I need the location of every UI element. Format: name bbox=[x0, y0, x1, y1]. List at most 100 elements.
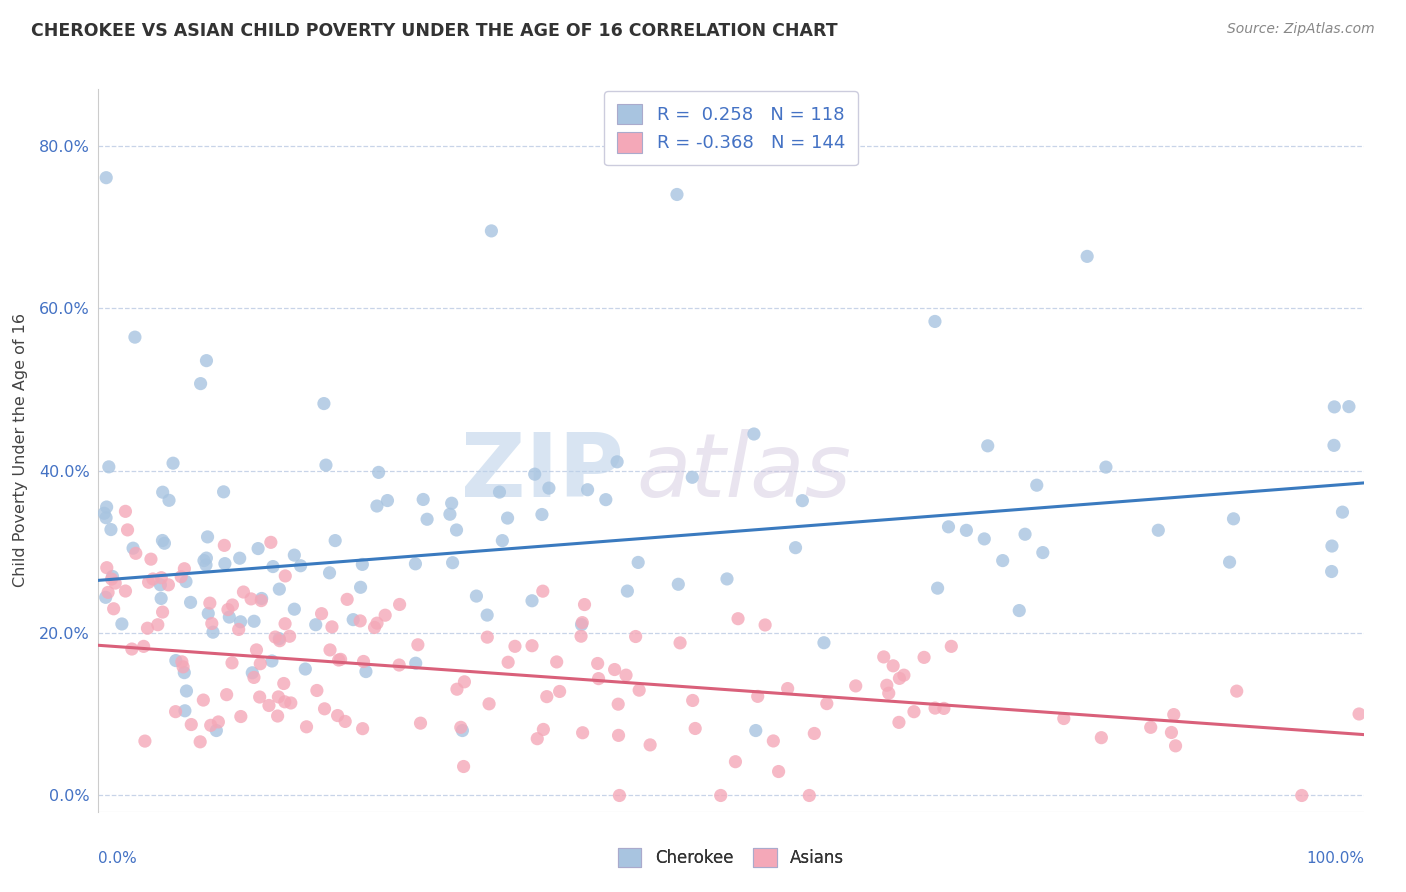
Point bbox=[638, 738, 661, 752]
Point bbox=[195, 558, 218, 572]
Point bbox=[96, 170, 118, 185]
Point bbox=[342, 613, 364, 627]
Point bbox=[352, 558, 374, 572]
Point bbox=[405, 657, 427, 671]
Point bbox=[624, 630, 647, 644]
Point bbox=[363, 620, 385, 634]
Point bbox=[607, 728, 630, 742]
Point bbox=[188, 735, 211, 749]
Point bbox=[162, 456, 184, 470]
Text: ZIP: ZIP bbox=[461, 429, 623, 516]
Point bbox=[180, 595, 202, 609]
Point bbox=[628, 683, 651, 698]
Point bbox=[215, 688, 238, 702]
Point bbox=[1323, 400, 1346, 414]
Point bbox=[616, 584, 638, 599]
Point bbox=[321, 620, 343, 634]
Point bbox=[100, 572, 122, 586]
Point bbox=[889, 672, 911, 686]
Point bbox=[157, 493, 180, 508]
Point bbox=[388, 658, 411, 673]
Point bbox=[121, 642, 143, 657]
Point bbox=[170, 570, 193, 584]
Point bbox=[176, 684, 198, 698]
Point bbox=[328, 653, 350, 667]
Point bbox=[114, 504, 136, 518]
Point bbox=[665, 187, 688, 202]
Point bbox=[250, 591, 273, 606]
Point bbox=[96, 560, 118, 574]
Point bbox=[94, 510, 117, 524]
Point bbox=[1147, 523, 1170, 537]
Point bbox=[1090, 731, 1112, 745]
Point bbox=[329, 652, 352, 666]
Point bbox=[927, 581, 949, 595]
Point bbox=[1095, 460, 1118, 475]
Point bbox=[243, 670, 266, 684]
Point bbox=[451, 723, 474, 738]
Point bbox=[150, 571, 173, 585]
Point bbox=[409, 716, 432, 731]
Point bbox=[174, 574, 197, 589]
Point bbox=[1337, 400, 1360, 414]
Point bbox=[938, 520, 960, 534]
Point bbox=[924, 314, 946, 328]
Point bbox=[1076, 249, 1098, 263]
Point bbox=[1163, 707, 1185, 722]
Point bbox=[803, 726, 825, 740]
Point bbox=[1320, 565, 1343, 579]
Point bbox=[1331, 505, 1354, 519]
Point bbox=[269, 582, 291, 596]
Point bbox=[1226, 684, 1249, 698]
Point bbox=[446, 523, 468, 537]
Point bbox=[627, 556, 650, 570]
Point bbox=[174, 704, 197, 718]
Point bbox=[1323, 438, 1346, 452]
Point bbox=[197, 530, 219, 544]
Point bbox=[873, 649, 896, 664]
Point bbox=[283, 548, 305, 562]
Point bbox=[264, 630, 287, 644]
Point bbox=[311, 607, 333, 621]
Point bbox=[785, 541, 807, 555]
Point bbox=[546, 655, 568, 669]
Point bbox=[318, 566, 340, 580]
Text: CHEROKEE VS ASIAN CHILD POVERTY UNDER THE AGE OF 16 CORRELATION CHART: CHEROKEE VS ASIAN CHILD POVERTY UNDER TH… bbox=[31, 22, 838, 40]
Point bbox=[792, 493, 814, 508]
Point bbox=[912, 650, 935, 665]
Point bbox=[727, 612, 749, 626]
Point bbox=[250, 593, 273, 607]
Point bbox=[269, 633, 291, 648]
Point bbox=[1032, 545, 1054, 559]
Point bbox=[1160, 725, 1182, 739]
Point bbox=[124, 330, 146, 344]
Point bbox=[314, 702, 336, 716]
Point bbox=[274, 616, 297, 631]
Point bbox=[315, 458, 337, 472]
Point bbox=[710, 789, 733, 803]
Point bbox=[576, 483, 599, 497]
Point bbox=[104, 576, 127, 591]
Point bbox=[125, 546, 148, 560]
Point bbox=[312, 396, 335, 410]
Point bbox=[142, 572, 165, 586]
Point bbox=[97, 585, 120, 599]
Point bbox=[280, 696, 302, 710]
Point bbox=[335, 714, 357, 729]
Point bbox=[526, 731, 548, 746]
Point bbox=[96, 500, 118, 514]
Point bbox=[683, 722, 706, 736]
Point bbox=[406, 638, 429, 652]
Point bbox=[571, 615, 593, 630]
Point bbox=[172, 660, 194, 674]
Point bbox=[349, 580, 371, 594]
Point bbox=[491, 533, 513, 548]
Point bbox=[240, 665, 263, 680]
Point bbox=[1014, 527, 1036, 541]
Point bbox=[477, 630, 499, 644]
Point bbox=[681, 470, 703, 484]
Point bbox=[1291, 789, 1313, 803]
Point bbox=[1222, 512, 1244, 526]
Point bbox=[754, 618, 776, 632]
Point bbox=[190, 376, 212, 391]
